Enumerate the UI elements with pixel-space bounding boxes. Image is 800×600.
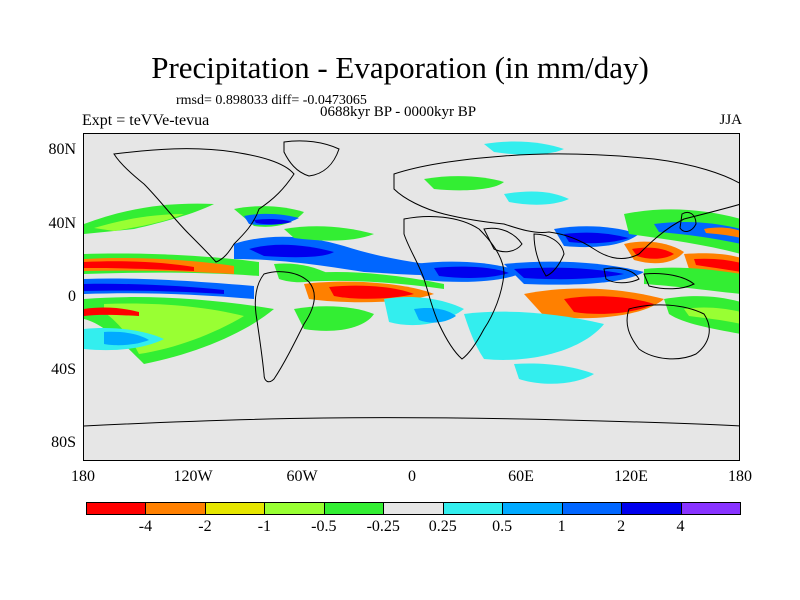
map-field xyxy=(84,140,739,427)
chart-title: Precipitation - Evaporation (in mm/day) xyxy=(151,50,649,85)
colorbar-swatch xyxy=(621,502,682,515)
map-panel xyxy=(83,133,740,461)
colorbar-label: 0.25 xyxy=(428,518,457,535)
experiment-label: Expt = teVVe-tevua xyxy=(82,112,210,129)
colorbar-label: -0.5 xyxy=(311,518,337,535)
colorbar-swatch xyxy=(86,502,147,515)
colorbar-swatch xyxy=(323,502,385,515)
colorbar-swatch xyxy=(502,502,563,515)
colorbar-swatch xyxy=(145,502,206,515)
x-tick-label: 60W xyxy=(286,468,318,485)
y-tick-label: 80S xyxy=(51,434,76,451)
colorbar-swatch xyxy=(442,502,504,515)
y-tick-label: 40N xyxy=(48,215,76,232)
colorbar-label: -1 xyxy=(257,518,272,535)
rmsd-diff-stats: rmsd= 0.898033 diff= -0.0473065 xyxy=(176,93,367,108)
colorbar-swatch xyxy=(204,502,266,515)
colorbar-label: 1 xyxy=(557,518,566,535)
colorbar-label: -2 xyxy=(198,518,212,535)
period-label: 0688kyr BP - 0000kyr BP xyxy=(320,104,477,120)
x-tick-label: 0 xyxy=(408,468,416,485)
colorbar-label: 2 xyxy=(617,518,626,535)
colorbar-swatch xyxy=(264,502,325,515)
x-tick-label: 180 xyxy=(71,468,95,485)
colorbar-swatch xyxy=(561,502,623,515)
colorbar-label: 0.5 xyxy=(492,518,513,535)
y-tick-label: 80N xyxy=(48,141,76,158)
colorbar-swatch xyxy=(383,502,444,515)
colorbar-label: 4 xyxy=(676,518,685,535)
y-tick-label: 0 xyxy=(68,288,76,305)
colorbar-label: -4 xyxy=(138,518,153,535)
season-label: JJA xyxy=(719,112,742,128)
x-tick-label: 120E xyxy=(614,468,648,485)
y-tick-label: 40S xyxy=(51,361,76,378)
colorbar-swatch xyxy=(680,502,741,515)
colorbar-label: -0.25 xyxy=(366,518,400,535)
x-tick-label: 120W xyxy=(173,468,213,485)
x-tick-label: 180 xyxy=(728,468,752,485)
x-tick-label: 60E xyxy=(508,468,534,485)
